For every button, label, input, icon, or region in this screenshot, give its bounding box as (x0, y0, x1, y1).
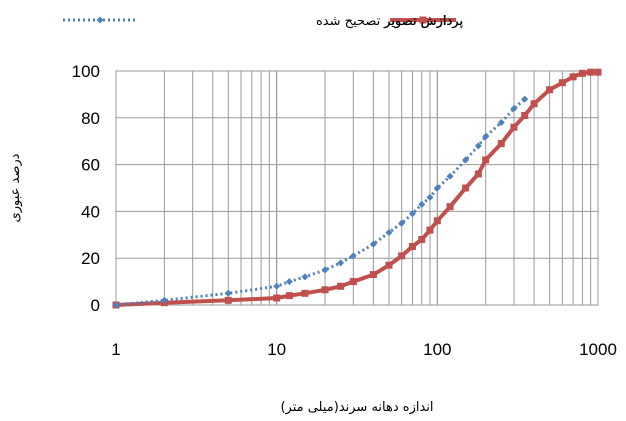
data-point (521, 111, 529, 119)
legend-label: پردازش تصویر (383, 14, 463, 29)
legend-label: پردازش تصویر تصحیح شده (316, 14, 464, 29)
data-point (321, 286, 329, 294)
data-point (273, 282, 281, 290)
data-point (408, 210, 416, 218)
x-tick-label: 100 (423, 340, 451, 359)
data-point (546, 86, 554, 94)
series-layer (112, 68, 602, 309)
x-tick-label: 10 (267, 340, 286, 359)
data-point (273, 294, 281, 302)
data-point (349, 278, 357, 286)
y-tick-label: 0 (91, 296, 100, 315)
data-point (112, 301, 120, 309)
y-tick-label: 20 (81, 249, 100, 268)
data-point (337, 282, 345, 290)
data-point (433, 184, 441, 192)
data-point (224, 289, 232, 297)
x-tick-label: 1000 (579, 340, 617, 359)
data-point (408, 243, 416, 250)
data-point (321, 266, 329, 274)
data-point (398, 219, 406, 227)
data-point (285, 278, 293, 286)
data-point (385, 228, 393, 236)
plot-frame (115, 70, 599, 306)
series-image-processing (112, 68, 602, 309)
data-point (587, 68, 595, 76)
data-point (446, 203, 454, 211)
y-tick-label: 80 (81, 109, 100, 128)
data-point (510, 104, 518, 112)
data-point (385, 261, 393, 269)
data-point (558, 79, 566, 87)
data-point (497, 118, 505, 126)
y-tick-label: 60 (81, 156, 100, 175)
data-point (446, 172, 454, 180)
legend-marker (96, 16, 104, 24)
data-point (474, 142, 482, 150)
tick-labels: 0 20 40 60 80 100 1 10 100 1000 (72, 62, 617, 359)
x-axis-title: اندازه دهانه سرند(میلی متر) (280, 400, 433, 415)
data-point (337, 259, 345, 267)
data-point (398, 252, 406, 260)
data-point (482, 156, 490, 164)
series-line (115, 70, 598, 307)
data-point (474, 170, 482, 178)
legend-item-image-processing: پردازش تصویر (383, 14, 463, 29)
data-point (426, 226, 434, 234)
data-point (521, 95, 529, 103)
data-point (482, 133, 490, 141)
data-point (462, 156, 470, 164)
data-point (462, 184, 470, 192)
data-point (160, 296, 168, 304)
grid (115, 70, 599, 306)
series-corrected (112, 95, 529, 309)
data-point (301, 273, 309, 281)
data-point (497, 140, 505, 148)
data-point (418, 200, 426, 208)
data-point (578, 69, 586, 77)
y-tick-label: 40 (81, 202, 100, 221)
data-point (594, 68, 602, 76)
legend-marker (419, 16, 427, 24)
y-axis-title: درصد عبوری (8, 153, 23, 222)
data-point (510, 123, 518, 131)
data-point (433, 217, 441, 225)
data-point (285, 292, 293, 300)
series-line (115, 97, 526, 307)
data-point (369, 240, 377, 248)
x-tick-label: 1 (111, 340, 120, 359)
data-point (301, 289, 309, 297)
data-point (224, 296, 232, 304)
data-point (369, 271, 377, 279)
data-point (418, 235, 426, 243)
legend-item-corrected: پردازش تصویر تصحیح شده (63, 14, 464, 29)
data-point (530, 100, 538, 108)
data-point (569, 73, 577, 81)
y-tick-label: 100 (72, 62, 100, 81)
data-point (349, 252, 357, 260)
data-point (426, 193, 434, 201)
